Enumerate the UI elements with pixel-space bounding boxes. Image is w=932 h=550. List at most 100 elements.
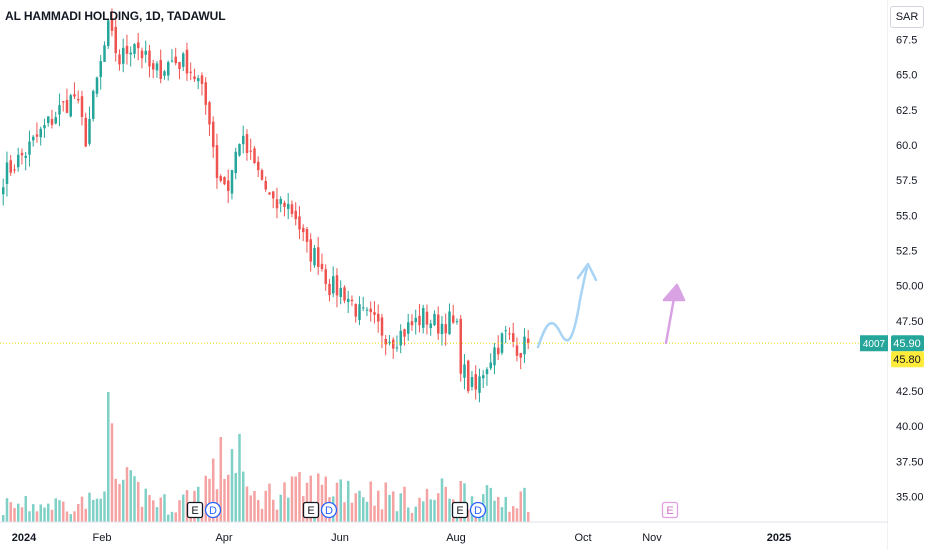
candle-body <box>302 227 305 233</box>
candle-body <box>204 82 207 105</box>
volume-bar <box>403 486 406 522</box>
volume-bar <box>35 511 39 522</box>
volume-bar <box>448 498 451 522</box>
volume-bar <box>50 509 54 522</box>
volume-bar <box>290 476 294 522</box>
prev-price-bg <box>891 351 924 368</box>
candle-body <box>99 61 102 78</box>
time-axis[interactable]: 2024 Feb Apr Jun Aug Oct Nov 2025 <box>12 532 791 544</box>
candle-body <box>152 63 155 70</box>
volume-bar <box>279 494 282 522</box>
forecast-wave-arrow[interactable] <box>536 262 598 349</box>
volume-bar <box>324 476 327 522</box>
volume-bar <box>47 503 50 522</box>
prev-price-value: 45.80 <box>893 354 921 366</box>
earnings-box <box>186 501 204 519</box>
symbol-price-label[interactable]: 4007 45.90 45.80 <box>860 335 924 368</box>
time-tick-label: Oct <box>574 532 591 544</box>
volume-bar <box>362 497 365 522</box>
candle-body <box>272 191 275 199</box>
dividend-circle <box>204 501 222 519</box>
candle-body <box>133 44 136 54</box>
candle-body <box>395 347 399 349</box>
volume-bar <box>272 499 275 522</box>
volume-bar <box>410 512 414 522</box>
candle-body <box>58 105 61 115</box>
candle-body <box>92 90 95 119</box>
volume-bar <box>433 499 436 522</box>
earnings-box <box>451 501 469 519</box>
candle-body <box>13 169 16 171</box>
volume-bar <box>204 475 207 522</box>
currency-button[interactable]: SAR <box>890 6 924 28</box>
volume-bar <box>343 502 346 522</box>
earnings-event-marker[interactable]: E <box>302 501 320 519</box>
volume-bar <box>440 478 444 522</box>
candle-body <box>482 375 485 379</box>
forecast-straight-arrow[interactable] <box>662 283 686 345</box>
volume-bar <box>257 500 260 522</box>
volume-bar <box>178 500 181 522</box>
volume-bar <box>5 498 9 522</box>
volume-bar <box>253 490 256 522</box>
volume-bar <box>429 499 432 522</box>
candle-body <box>512 333 515 342</box>
volume-bar <box>219 436 222 522</box>
volume-bar <box>527 511 530 522</box>
symbol-tag: 4007 <box>863 339 886 350</box>
candle-body <box>107 20 110 47</box>
candle-body <box>410 321 414 326</box>
volume-bar <box>373 505 376 522</box>
candle-body <box>219 176 222 181</box>
candle-body <box>212 121 215 148</box>
drawings[interactable] <box>536 262 686 349</box>
candle-body <box>110 18 114 31</box>
dividend-circle <box>469 501 487 519</box>
volume-bar <box>418 497 421 522</box>
chart-title: AL HAMMADI HOLDING, 1D, TADAWUL <box>5 9 226 23</box>
volume-bar <box>242 471 245 522</box>
volume-bars <box>2 392 530 522</box>
dividend-event-marker[interactable]: D <box>204 501 222 519</box>
volume-bar <box>260 508 264 522</box>
price-labels: 4007 45.90 45.80 <box>860 335 924 368</box>
candle-body <box>287 203 290 209</box>
candle-body <box>317 247 320 267</box>
dividend-event-marker[interactable]: D <box>320 501 338 519</box>
time-tick-label: Aug <box>446 532 466 544</box>
earnings-event-marker[interactable]: E <box>451 501 469 519</box>
event-letter: E <box>191 505 198 517</box>
earnings-event-marker[interactable]: E <box>661 501 679 519</box>
candle-body <box>380 317 384 336</box>
candle-body <box>208 102 211 125</box>
volume-bar <box>118 484 121 522</box>
candle-body <box>309 239 312 262</box>
candle-body <box>43 125 46 129</box>
candle-body <box>459 318 462 374</box>
volume-bar <box>80 496 84 522</box>
candle-body <box>88 118 91 144</box>
volume-bar <box>58 500 61 522</box>
price-tick-label: 60.0 <box>896 140 917 152</box>
volume-bar <box>167 514 170 522</box>
candle-body <box>354 303 357 317</box>
volume-bar <box>234 472 237 522</box>
volume-bar <box>43 507 46 522</box>
dividend-event-marker[interactable]: D <box>469 501 487 519</box>
volume-bar <box>377 490 380 522</box>
candle-body <box>392 339 395 349</box>
volume-bar <box>519 491 522 522</box>
earnings-event-marker[interactable]: E <box>186 501 204 519</box>
volume-bar <box>268 483 271 522</box>
candle-body <box>384 338 387 345</box>
symbol-tag-bg <box>860 335 888 352</box>
candle-body <box>332 276 335 294</box>
candle-body <box>32 136 35 141</box>
candle-body <box>527 338 530 344</box>
price-tick-label: 55.0 <box>896 210 917 222</box>
volume-bar <box>182 494 185 522</box>
candle-body <box>339 287 342 297</box>
volume-bar <box>508 511 511 522</box>
volume-bar <box>354 493 357 522</box>
